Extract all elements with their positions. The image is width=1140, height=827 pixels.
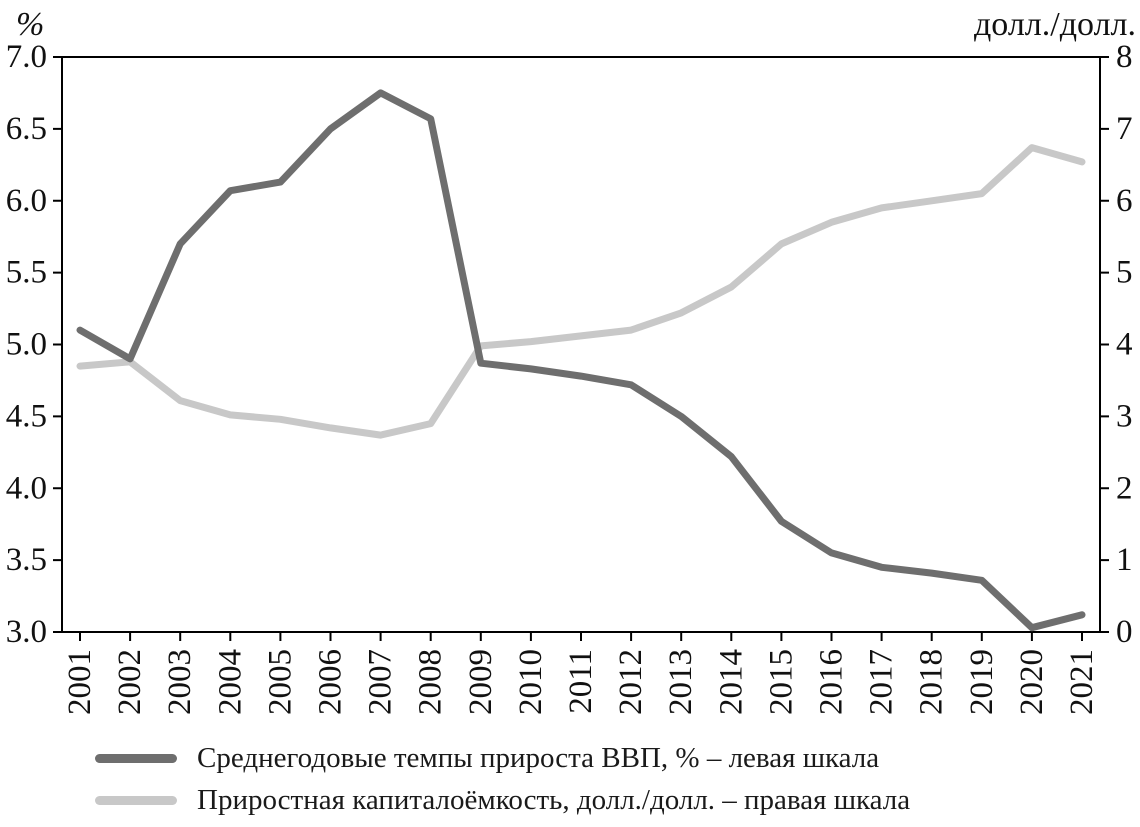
- x-axis-year-label: 2013: [663, 649, 699, 715]
- x-axis-year-label: 2015: [763, 649, 799, 715]
- x-axis-year-label: 2021: [1064, 649, 1100, 715]
- plot-frame: [61, 56, 1101, 633]
- right-axis-tick-label: 2: [1116, 470, 1133, 506]
- right-axis-tick-label: 8: [1116, 39, 1133, 75]
- left-axis-tick-label: 3.5: [6, 542, 47, 578]
- x-axis-year-label: 2020: [1014, 649, 1050, 715]
- x-axis-year-label: 2001: [62, 649, 98, 715]
- x-axis-year-label: 2011: [563, 649, 599, 714]
- x-axis-year-label: 2004: [212, 649, 248, 715]
- left-axis-tick-label: 6.0: [6, 183, 47, 219]
- series-line-1: [76, 144, 1086, 439]
- x-axis-year-label: 2014: [713, 649, 749, 715]
- x-axis-year-label: 2008: [413, 649, 449, 715]
- left-axis-tick-label: 6.5: [6, 111, 47, 147]
- right-axis-tick-label: 7: [1116, 111, 1133, 147]
- x-axis-year-label: 2006: [313, 649, 349, 715]
- right-axis-tick-label: 1: [1116, 542, 1133, 578]
- right-axis-tick-label: 4: [1116, 327, 1133, 363]
- x-axis-year-label: 2003: [162, 649, 198, 715]
- x-axis-year-label: 2016: [814, 649, 850, 715]
- left-axis-unit-label: %: [16, 6, 45, 43]
- x-axis-year-label: 2005: [262, 649, 298, 715]
- left-axis-tick-label: 3.0: [6, 614, 47, 650]
- x-axis-year-label: 2010: [513, 649, 549, 715]
- right-axis-unit-label: долл./долл.: [973, 6, 1136, 43]
- legend-swatch-gdp-growth: [95, 754, 177, 763]
- series-line-0: [76, 89, 1086, 632]
- left-axis-tick-label: 4.5: [6, 398, 47, 434]
- legend-label-gdp-growth: Среднегодовые темпы прироста ВВП, % – ле…: [197, 742, 880, 774]
- legend-item-gdp-growth: Среднегодовые темпы прироста ВВП, % – ле…: [95, 742, 910, 775]
- legend-swatch-capital-intensity: [95, 796, 177, 805]
- left-axis-tick-label: 5.5: [6, 255, 47, 291]
- left-axis-tick-label: 4.0: [6, 470, 47, 506]
- left-axis-tick-label: 5.0: [6, 327, 47, 363]
- right-axis-tick-label: 0: [1116, 614, 1133, 650]
- chart-legend: Среднегодовые темпы прироста ВВП, % – ле…: [95, 742, 910, 817]
- x-axis-year-label: 2007: [363, 649, 399, 715]
- x-axis-year-label: 2019: [964, 649, 1000, 715]
- x-axis-year-label: 2012: [613, 649, 649, 715]
- x-axis-year-label: 2002: [112, 649, 148, 715]
- legend-label-capital-intensity: Приростная капиталоёмкость, долл./долл. …: [197, 784, 911, 816]
- legend-item-capital-intensity: Приростная капиталоёмкость, долл./долл. …: [95, 784, 910, 817]
- x-axis-year-label: 2009: [463, 649, 499, 715]
- x-axis-year-label: 2017: [864, 649, 900, 715]
- right-axis-tick-label: 5: [1116, 255, 1133, 291]
- right-axis-tick-label: 6: [1116, 183, 1133, 219]
- x-axis-year-label: 2018: [914, 649, 950, 715]
- right-axis-tick-label: 3: [1116, 398, 1133, 434]
- left-axis-tick-label: 7.0: [6, 39, 47, 75]
